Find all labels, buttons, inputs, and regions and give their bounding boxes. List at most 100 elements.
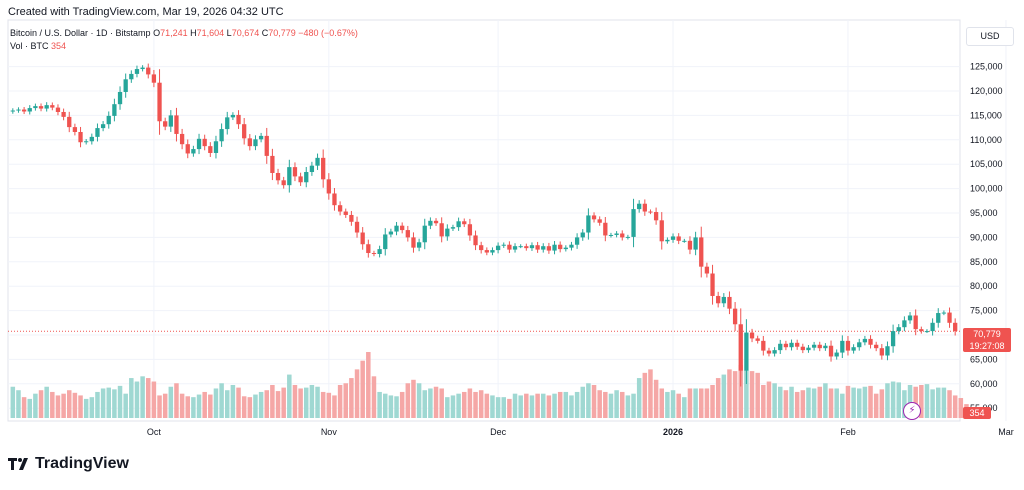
volume-bar — [360, 360, 365, 418]
candle — [388, 231, 394, 235]
volume-bar — [958, 398, 964, 418]
candle — [253, 139, 258, 147]
candle — [405, 230, 410, 238]
volume-bar — [445, 397, 450, 418]
volume-bar — [823, 383, 828, 418]
volume-bar — [377, 391, 382, 418]
candle — [512, 246, 518, 250]
volume-label: Vol · BTC — [10, 41, 49, 51]
candle — [236, 114, 241, 125]
volume-bar — [44, 386, 49, 418]
volume-bar — [253, 394, 258, 418]
volume-bar — [371, 376, 377, 418]
candle — [349, 214, 354, 222]
lightning-icon[interactable]: ⚡ — [903, 402, 921, 420]
volume-bar — [698, 388, 704, 418]
last-price: 70,779 — [973, 329, 1001, 339]
candle — [778, 343, 783, 351]
symbol-legend[interactable]: Bitcoin / U.S. Dollar · 1D · Bitstamp O7… — [10, 28, 358, 38]
y-tick-label: 110,000 — [970, 135, 1002, 145]
candle — [247, 138, 252, 147]
volume-bar — [552, 393, 557, 418]
volume-bar — [439, 388, 444, 418]
candle — [840, 340, 845, 353]
volume-bar — [298, 388, 303, 418]
candle — [789, 342, 794, 348]
candle — [727, 296, 732, 309]
volume-bar — [450, 395, 456, 418]
candle — [862, 338, 868, 343]
last-volume-tag: 354 — [963, 407, 991, 419]
volume-bar — [614, 390, 619, 418]
candle — [281, 180, 286, 186]
volume-bar — [749, 371, 755, 418]
volume-bar — [292, 385, 298, 418]
candle — [89, 136, 94, 142]
candle — [445, 228, 450, 237]
candle — [140, 67, 145, 70]
candle — [676, 236, 681, 241]
candle — [27, 108, 32, 112]
candle — [275, 172, 281, 181]
created-caption: Created with TradingView.com, Mar 19, 20… — [8, 6, 284, 18]
volume-bar — [885, 383, 890, 418]
candle — [558, 244, 563, 250]
candle — [614, 233, 619, 235]
tradingview-logo[interactable]: TradingView — [8, 455, 129, 473]
volume-bar — [811, 388, 817, 418]
candle — [744, 332, 749, 371]
candle — [642, 203, 647, 212]
candle — [919, 329, 924, 332]
ohlc-high-label: H — [190, 28, 197, 38]
volume-bar — [320, 391, 326, 418]
candle — [44, 105, 49, 109]
candle — [196, 138, 202, 150]
volume-bar — [687, 388, 693, 418]
candle — [890, 331, 896, 347]
volume-bar — [247, 397, 253, 418]
candle — [258, 135, 264, 140]
volume-bar — [422, 390, 428, 418]
currency-selector[interactable]: USD — [966, 27, 1014, 46]
volume-bar — [484, 393, 490, 418]
ohlc-low-label: L — [226, 28, 232, 38]
volume-bar — [659, 388, 665, 418]
candle — [761, 340, 766, 351]
candle — [394, 225, 399, 232]
volume-bar — [405, 383, 411, 418]
candle — [823, 345, 828, 349]
volume-bar — [676, 393, 681, 418]
volume-bar — [924, 384, 930, 418]
volume-bar — [349, 378, 354, 418]
volume-legend[interactable]: Vol · BTC 354 — [10, 41, 66, 51]
volume-bar — [50, 391, 55, 418]
volume-bar — [433, 386, 439, 418]
volume-bar — [941, 387, 947, 418]
volume-bar — [95, 391, 100, 418]
volume-bar — [715, 378, 721, 418]
volume-bar — [518, 395, 523, 418]
y-tick-label: 115,000 — [970, 110, 1002, 120]
candle — [230, 114, 236, 118]
volume-bar — [145, 378, 151, 418]
candle — [834, 352, 839, 357]
candle — [428, 220, 433, 226]
volume-bar — [208, 394, 213, 418]
candle — [354, 221, 360, 233]
ohlc-change: −480 (−0.67%) — [298, 28, 358, 38]
volume-bar — [935, 387, 941, 418]
volume-bar — [856, 388, 862, 418]
volume-bar — [258, 391, 264, 418]
candle — [78, 131, 83, 143]
volume-bar — [38, 390, 44, 418]
candle — [953, 322, 958, 332]
candle — [321, 157, 326, 180]
candle — [433, 220, 439, 224]
candle — [749, 332, 755, 339]
candle — [304, 172, 309, 183]
volume-bar — [591, 385, 597, 418]
volume-bar — [495, 397, 501, 418]
candle — [422, 225, 427, 243]
volume-bar — [580, 386, 586, 418]
